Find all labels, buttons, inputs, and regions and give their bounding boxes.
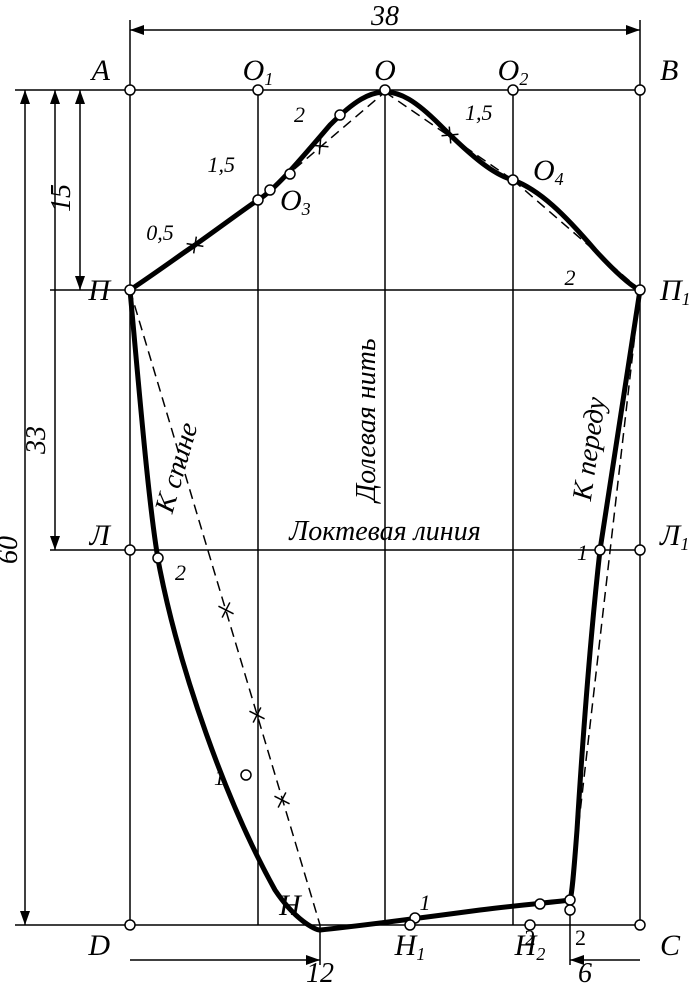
svg-text:15: 15 xyxy=(46,184,77,212)
svg-text:1,5: 1,5 xyxy=(465,100,493,125)
svg-text:2: 2 xyxy=(175,560,186,585)
svg-text:О2: О2 xyxy=(498,54,529,89)
svg-text:О1: О1 xyxy=(243,54,274,89)
svg-text:1: 1 xyxy=(577,540,588,565)
svg-text:6: 6 xyxy=(578,958,592,989)
svg-text:1: 1 xyxy=(420,890,431,915)
svg-text:1: 1 xyxy=(214,765,225,790)
svg-text:К переду: К переду xyxy=(567,395,612,504)
svg-text:2: 2 xyxy=(565,265,576,290)
svg-text:Н1: Н1 xyxy=(394,929,426,964)
svg-text:Л: Л xyxy=(89,519,112,552)
svg-text:Н: Н xyxy=(278,889,303,922)
svg-text:О3: О3 xyxy=(280,184,311,219)
svg-text:Н2: Н2 xyxy=(514,929,546,964)
svg-text:D: D xyxy=(87,929,110,962)
svg-text:2: 2 xyxy=(294,102,305,127)
svg-text:К спине: К спине xyxy=(149,419,205,517)
svg-text:2: 2 xyxy=(575,925,586,950)
svg-text:Долевая нить: Долевая нить xyxy=(351,338,382,504)
svg-text:60: 60 xyxy=(0,536,24,564)
svg-text:П: П xyxy=(87,274,112,307)
svg-text:С: С xyxy=(660,929,681,962)
svg-text:0,5: 0,5 xyxy=(146,220,174,245)
svg-text:A: A xyxy=(90,54,111,87)
svg-text:1,5: 1,5 xyxy=(208,152,236,177)
svg-text:Локтевая линия: Локтевая линия xyxy=(288,516,480,547)
svg-text:Л1: Л1 xyxy=(659,519,689,554)
svg-text:В: В xyxy=(660,54,678,87)
svg-text:П1: П1 xyxy=(659,274,691,309)
svg-text:38: 38 xyxy=(370,1,399,32)
svg-text:О4: О4 xyxy=(533,154,564,189)
svg-text:О: О xyxy=(374,54,396,87)
